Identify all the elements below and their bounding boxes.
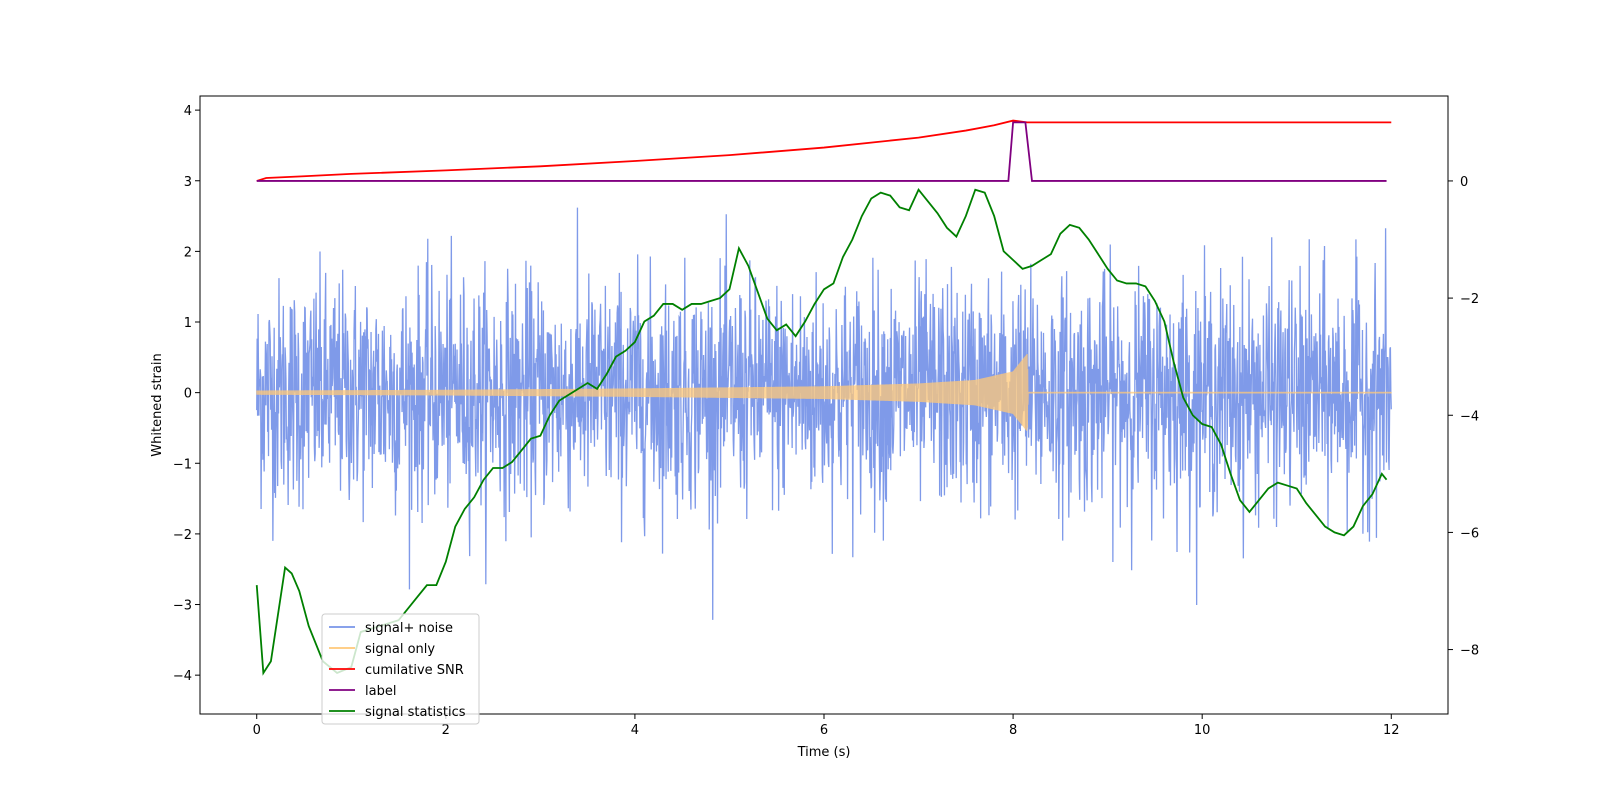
legend-label: cumilative SNR: [365, 663, 464, 678]
y-tick-label: 3: [184, 175, 192, 190]
y-tick-label: 2: [184, 245, 192, 260]
y2-tick-label: −2: [1460, 292, 1479, 307]
x-tick-label: 10: [1194, 723, 1211, 738]
y-tick-label: −2: [173, 528, 192, 543]
series-label-line: [256, 121, 1387, 182]
x-tick-label: 6: [820, 723, 828, 738]
series-cumilative-snr-line: [256, 119, 1392, 182]
x-tick-label: 8: [1009, 723, 1017, 738]
y-tick-label: −1: [173, 457, 192, 472]
y2-tick-label: 0: [1460, 175, 1468, 190]
y-tick-label: 0: [184, 387, 192, 402]
x-tick-label: 2: [442, 723, 450, 738]
legend-label: signal only: [365, 642, 435, 657]
series-signal-statistics-line: [255, 188, 1388, 676]
series-layer: [255, 119, 1392, 676]
legend: signal+ noise signal only cumilative SNR la…: [321, 613, 480, 725]
legend-label: signal+ noise: [365, 621, 453, 636]
x-tick-label: 0: [253, 723, 261, 738]
x-axis-title: Time (s): [797, 745, 851, 760]
series-signal-noise-line: [256, 207, 1392, 620]
y2-tick-label: −6: [1460, 526, 1479, 541]
y-tick-label: −3: [173, 599, 192, 614]
legend-label: label: [365, 684, 396, 699]
legend-label: signal statistics: [365, 705, 466, 720]
y-tick-label: −4: [173, 669, 192, 684]
x-tick-label: 12: [1383, 723, 1400, 738]
y-axis-title: Whitened strain: [150, 353, 165, 456]
legend-box: [321, 613, 480, 725]
x-tick-label: 4: [631, 723, 639, 738]
y-tick-label: 1: [184, 316, 192, 331]
series-signal-only-line: [256, 354, 1392, 431]
y2-tick-label: −8: [1460, 644, 1479, 659]
y-tick-label: 4: [184, 104, 192, 119]
y2-tick-label: −4: [1460, 409, 1479, 424]
